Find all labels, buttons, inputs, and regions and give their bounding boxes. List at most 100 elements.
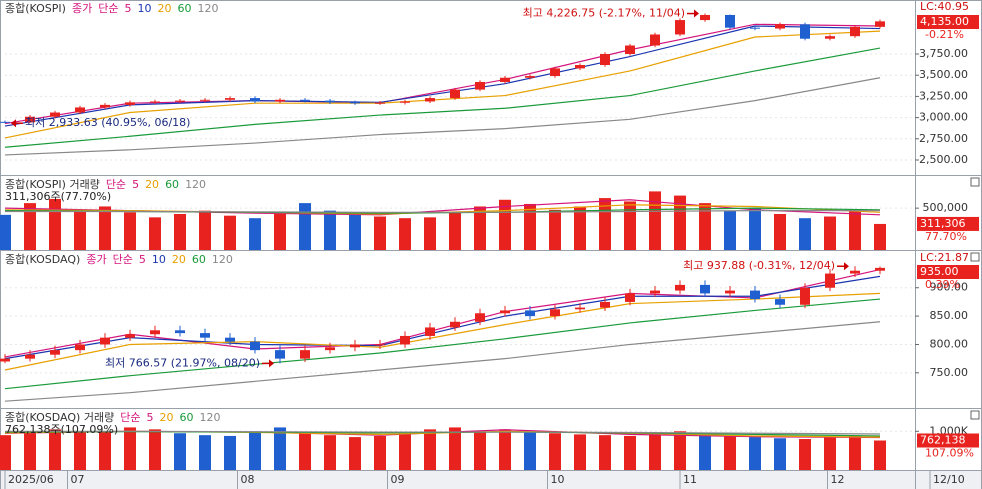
volume-bar bbox=[424, 217, 436, 250]
candle-body bbox=[875, 267, 885, 271]
candle-body bbox=[425, 98, 435, 102]
candle-body bbox=[800, 24, 810, 39]
last-value-label: 4,135.00 bbox=[920, 15, 969, 28]
candle-body bbox=[175, 100, 185, 102]
candle-body bbox=[375, 344, 385, 346]
candle-body bbox=[300, 350, 310, 359]
legend-text: 종합(KOSDAQ) bbox=[5, 253, 80, 266]
candle-body bbox=[575, 307, 585, 310]
change-label: -0.21% bbox=[925, 28, 964, 41]
volume-bar bbox=[374, 216, 386, 250]
volume-bar bbox=[24, 203, 36, 250]
volume-bar bbox=[774, 438, 786, 470]
volume-bar bbox=[874, 440, 886, 470]
close-button[interactable] bbox=[970, 177, 980, 187]
volume-bar bbox=[874, 223, 886, 250]
volume-bar bbox=[449, 427, 461, 470]
candle-body bbox=[350, 344, 360, 348]
volume-bar bbox=[324, 435, 336, 470]
last-value-box bbox=[917, 265, 979, 279]
volume-bar bbox=[299, 203, 311, 250]
volume-bar bbox=[274, 213, 286, 250]
last-value-box bbox=[917, 216, 979, 231]
volume-bar bbox=[499, 429, 511, 470]
candle-body bbox=[125, 102, 135, 105]
candle-body bbox=[725, 14, 735, 28]
legend-text: 120 bbox=[185, 178, 206, 191]
volume-bar bbox=[49, 429, 61, 470]
x-axis-area bbox=[0, 470, 982, 489]
legend-text: 5 bbox=[124, 2, 131, 15]
candle-body bbox=[225, 337, 235, 342]
legend-text: 120 bbox=[197, 2, 218, 15]
candle-body bbox=[0, 121, 10, 123]
candle-body bbox=[775, 24, 785, 29]
volume-bar bbox=[399, 433, 411, 470]
y-tick-label: 3,500.00 bbox=[919, 68, 968, 81]
candle-body bbox=[675, 284, 685, 291]
candle-body bbox=[475, 81, 485, 90]
annotation-arrowhead bbox=[11, 119, 16, 128]
volume-value-label: 762,138주(107.09%) bbox=[5, 423, 118, 436]
candle-body bbox=[0, 358, 10, 362]
y-tick-label: 3,750.00 bbox=[919, 47, 968, 60]
volume-bar bbox=[349, 437, 361, 470]
volume-bar bbox=[174, 214, 186, 250]
candle-body bbox=[250, 98, 260, 102]
last-value-box bbox=[917, 15, 979, 29]
volume-bar bbox=[574, 434, 586, 470]
ma-line bbox=[4, 268, 881, 358]
candle-body bbox=[75, 107, 85, 113]
y-tick-label: 500,000 bbox=[923, 201, 969, 214]
close-button[interactable] bbox=[970, 410, 980, 420]
candle-body bbox=[200, 333, 210, 338]
candle-body bbox=[425, 327, 435, 336]
candle-body bbox=[25, 116, 35, 123]
legend-text: 120 bbox=[199, 411, 220, 424]
ma-line bbox=[4, 275, 881, 360]
candle-body bbox=[750, 290, 760, 300]
candle-body bbox=[625, 45, 635, 54]
legend-text: 10 bbox=[137, 2, 151, 15]
candle-body bbox=[600, 53, 610, 66]
ma-line bbox=[4, 292, 881, 371]
ma-line bbox=[5, 430, 881, 435]
x-tick-label: 07 bbox=[71, 473, 85, 486]
volume-bar bbox=[599, 435, 611, 470]
candle-body bbox=[600, 301, 610, 308]
candle-body bbox=[250, 341, 260, 351]
x-tick-label: 12 bbox=[831, 473, 845, 486]
candle-body bbox=[500, 310, 510, 314]
volume-bar bbox=[399, 218, 411, 250]
candle-body bbox=[525, 76, 535, 78]
volume-bar bbox=[849, 210, 861, 250]
right-axis-area bbox=[915, 0, 982, 470]
volume-bar bbox=[699, 203, 711, 250]
annotation: 최저 2,933.63 (40.95%, 06/18) bbox=[25, 116, 190, 129]
candle-body bbox=[25, 354, 35, 359]
volume-bar bbox=[124, 427, 136, 470]
volume-bar bbox=[724, 435, 736, 470]
volume-bar bbox=[799, 218, 811, 250]
volume-bar bbox=[299, 433, 311, 470]
lc-label: LC:21.87 bbox=[920, 251, 969, 264]
candle-body bbox=[275, 99, 285, 102]
candle-body bbox=[850, 26, 860, 37]
volume-bar bbox=[249, 431, 261, 470]
volume-bar bbox=[574, 206, 586, 250]
last-value-box bbox=[917, 433, 979, 448]
volume-bar bbox=[249, 218, 261, 250]
ma-line bbox=[4, 25, 881, 127]
legend-text: 60 bbox=[192, 253, 206, 266]
x-tick-label: 09 bbox=[391, 473, 405, 486]
volume-bar bbox=[474, 431, 486, 470]
annotation-arrowhead bbox=[844, 262, 849, 271]
volume-value-label: 311,306주(77.70%) bbox=[5, 190, 111, 203]
y-tick-label: 800.00 bbox=[930, 337, 969, 350]
close-button[interactable] bbox=[970, 252, 980, 262]
volume-bar bbox=[799, 439, 811, 470]
volume-bar bbox=[749, 208, 761, 250]
volume-bar bbox=[199, 210, 211, 250]
legend-text: 120 bbox=[212, 253, 233, 266]
